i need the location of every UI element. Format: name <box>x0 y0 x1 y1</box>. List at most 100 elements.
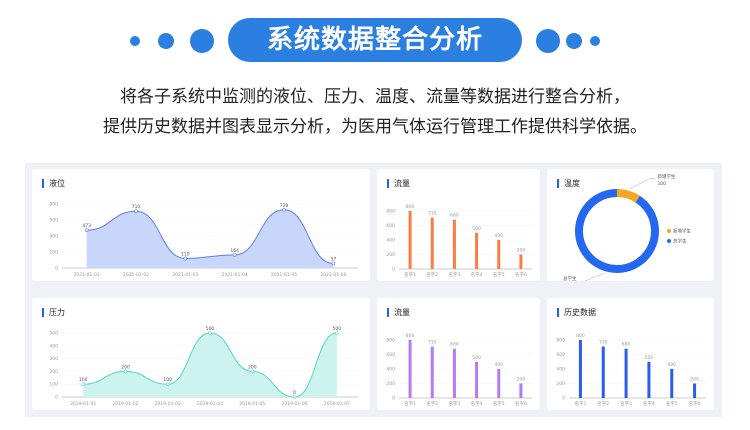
x-tick-label: 2019-01-05 <box>239 401 265 407</box>
data-point <box>123 369 128 374</box>
decor-dot <box>158 33 174 49</box>
bar <box>497 369 501 398</box>
page-title: 系统数据整合分析 <box>228 18 522 62</box>
data-point <box>335 331 339 335</box>
pie-slice <box>575 189 659 273</box>
y-tick-label: 300 <box>49 356 58 362</box>
bar <box>693 383 697 398</box>
chart-svg: 0 200 400 600 800 473 2021-01-01 710 2021-01-02 1… <box>49 202 358 278</box>
x-tick-label: 名字5 <box>493 400 505 407</box>
y-tick-label: 200 <box>49 250 58 256</box>
desc-line: 提供历史数据并图表显示分析，为医用气体运行管理工作提供科学依据。 <box>103 117 647 137</box>
decor-dot <box>130 36 140 46</box>
data-point <box>183 256 188 261</box>
data-label: 400 <box>667 362 676 368</box>
card-flow-2: 流量 0 200 400 600 800 800 名字1 710 名字2 680 名字3 500 名字4 4… <box>377 298 540 410</box>
data-label: 680 <box>622 342 631 348</box>
bar <box>519 383 523 398</box>
x-tick-label: 名字6 <box>515 400 527 407</box>
x-tick-label: 名字4 <box>471 271 483 278</box>
y-tick-label: 200 <box>556 381 565 387</box>
card-temperature: 温度新增学生100新增学生总学生995总学生 <box>547 169 714 281</box>
y-tick-label: 600 <box>556 352 565 358</box>
bar <box>578 340 582 398</box>
x-tick-label: 名字4 <box>643 400 655 407</box>
data-point <box>292 395 297 399</box>
x-tick-label: 2019-01-06 <box>281 401 307 407</box>
decor-dot <box>566 33 582 49</box>
bar <box>497 240 501 269</box>
y-tick-label: 100 <box>49 382 58 388</box>
x-tick-label: 2019-01-02 <box>112 401 138 407</box>
x-tick-label: 名字3 <box>620 400 632 407</box>
bar <box>647 361 651 398</box>
data-label: 500 <box>645 355 654 361</box>
label-line <box>629 178 656 190</box>
data-label: 680 <box>450 213 459 219</box>
legend-marker <box>667 239 671 243</box>
data-label: 473 <box>82 223 91 229</box>
y-tick-label: 800 <box>386 338 395 344</box>
data-label: 400 <box>494 233 503 239</box>
data-label: 800 <box>576 333 585 339</box>
data-label: 200 <box>121 364 130 370</box>
data-label: 200 <box>248 364 257 370</box>
x-tick-label: 名字1 <box>404 271 416 278</box>
card-history: 历史数据 0 200 400 600 800 800 名字1 710 名字2 680 名字3 500 名字… <box>547 298 714 410</box>
card-title: 液位 <box>42 179 65 188</box>
x-tick-label: 名字6 <box>515 271 527 278</box>
y-tick-label: 0 <box>55 395 58 401</box>
data-point <box>331 261 336 266</box>
data-point <box>81 382 85 386</box>
x-tick-label: 2021-01-01 <box>74 272 100 278</box>
legend-label: 新增学生 <box>673 228 691 235</box>
card-title: 压力 <box>42 308 65 317</box>
y-tick-label: 400 <box>49 234 58 240</box>
x-tick-label: 名字4 <box>471 400 483 407</box>
data-label: 200 <box>517 248 526 254</box>
card-title: 流量 <box>387 179 410 188</box>
area-fill <box>86 209 334 268</box>
dashboard-panel: 液位 0 200 400 600 800 473 2021-01-01 710 2021-01-0… <box>25 163 722 417</box>
data-label: 0 <box>293 390 296 396</box>
bar <box>408 340 412 398</box>
x-tick-label: 名字3 <box>448 400 460 407</box>
x-tick-label: 2019-01-01 <box>70 401 96 407</box>
data-label: 500 <box>472 355 481 361</box>
data-label: 500 <box>206 326 215 332</box>
x-tick-label: 名字6 <box>689 400 701 407</box>
decor-dot <box>536 29 560 53</box>
decor-dot <box>190 29 214 53</box>
y-tick-label: 400 <box>386 367 395 373</box>
y-tick-label: 400 <box>386 238 395 244</box>
y-tick-label: 400 <box>49 343 58 349</box>
slice-value: 100 <box>657 181 666 187</box>
bar <box>601 346 605 398</box>
header: 系统数据整合分析 <box>0 14 750 64</box>
card-title: 温度 <box>557 179 580 188</box>
x-tick-label: 2019-01-04 <box>197 401 223 407</box>
card-level: 液位 0 200 400 600 800 473 2021-01-01 710 2021-01-0… <box>32 169 370 281</box>
y-tick-label: 800 <box>386 209 395 215</box>
decor-dot <box>590 36 600 46</box>
data-label: 100 <box>79 377 88 383</box>
bar <box>452 219 456 269</box>
y-tick-label: 600 <box>386 223 395 229</box>
y-tick-label: 600 <box>386 352 395 358</box>
data-label: 710 <box>428 211 437 217</box>
chart-svg: 0 200 400 600 800 800 名字1 710 名字2 680 名字3 500 名字4 400… <box>386 204 532 278</box>
x-tick-label: 名字2 <box>426 271 438 278</box>
x-tick-label: 2021-01-05 <box>271 272 297 278</box>
data-label: 119 <box>181 251 190 257</box>
bar <box>475 232 479 269</box>
x-tick-label: 2021-01-04 <box>222 272 248 278</box>
data-point <box>84 228 89 232</box>
card-title: 历史数据 <box>557 308 596 317</box>
card-title: 流量 <box>387 308 410 317</box>
series-line <box>86 209 334 264</box>
y-tick-label: 200 <box>386 381 395 387</box>
y-tick-label: 400 <box>556 367 565 373</box>
x-tick-label: 2019-01-03 <box>155 401 181 407</box>
slice-label: 新增学生 <box>657 173 675 180</box>
data-label: 500 <box>333 326 342 332</box>
